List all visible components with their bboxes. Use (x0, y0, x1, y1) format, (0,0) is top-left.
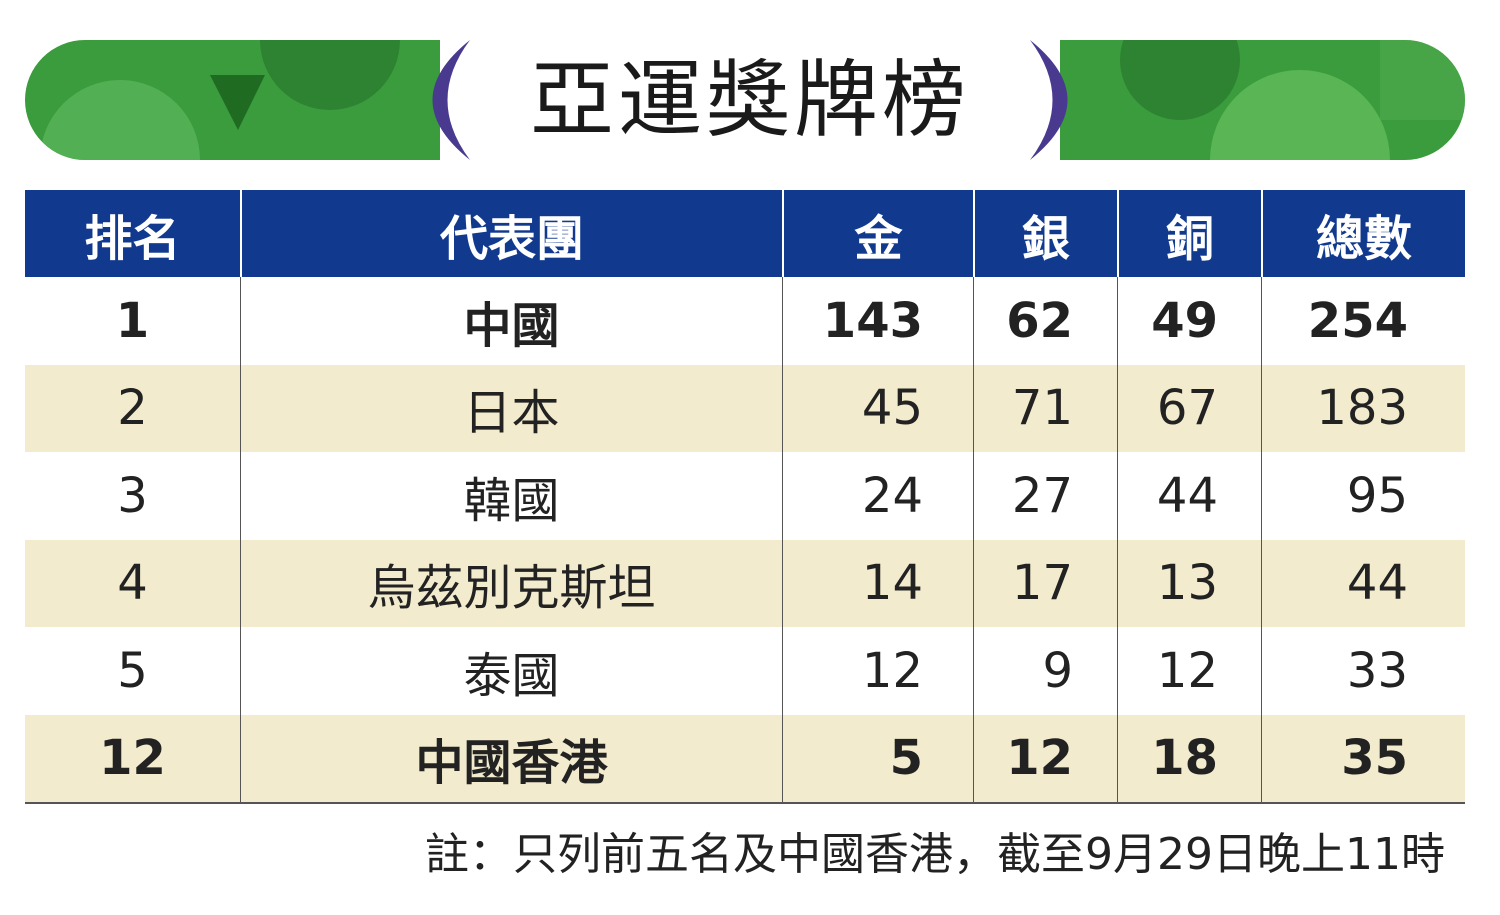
column-header: 代表團 (240, 190, 782, 277)
team: 韓國 (240, 452, 782, 540)
gold: 5 (782, 714, 973, 802)
gold: 24 (782, 452, 973, 540)
gold: 45 (782, 364, 973, 452)
rank: 3 (117, 467, 148, 524)
bronze: 12 (1117, 627, 1261, 715)
bronze: 13 (1117, 539, 1261, 627)
total: 183 (1261, 364, 1465, 452)
column-header: 排名 (25, 190, 240, 277)
banner (25, 36, 1465, 164)
team: 日本 (240, 364, 782, 452)
row-background (25, 714, 1465, 802)
rank: 12 (99, 730, 166, 787)
column-header: 金 (782, 190, 973, 277)
row-background (25, 539, 1465, 627)
team: 中國香港 (240, 714, 782, 802)
rank: 1 (115, 292, 150, 349)
row-background (25, 364, 1465, 452)
bronze: 49 (1117, 277, 1261, 365)
column-header: 總數 (1261, 190, 1465, 277)
bronze: 44 (1117, 452, 1261, 540)
silver: 12 (973, 714, 1117, 802)
bronze: 18 (1117, 714, 1261, 802)
silver: 71 (973, 364, 1117, 452)
rank: 2 (117, 380, 148, 437)
bronze: 67 (1117, 364, 1261, 452)
rank: 5 (117, 642, 148, 699)
table-bottom-rule (25, 802, 1465, 804)
row-background (25, 452, 1465, 540)
team: 中國 (240, 277, 782, 365)
team: 烏茲別克斯坦 (240, 539, 782, 627)
gold: 14 (782, 539, 973, 627)
row-background (25, 277, 1465, 365)
gold: 143 (782, 277, 973, 365)
column-header: 銅 (1117, 190, 1261, 277)
row-background (25, 627, 1465, 715)
total: 35 (1261, 714, 1465, 802)
silver: 17 (973, 539, 1117, 627)
column-header: 銀 (973, 190, 1117, 277)
total: 33 (1261, 627, 1465, 715)
silver: 9 (973, 627, 1117, 715)
gold: 12 (782, 627, 973, 715)
total: 95 (1261, 452, 1465, 540)
silver: 62 (973, 277, 1117, 365)
rank: 4 (117, 555, 148, 612)
team: 泰國 (240, 627, 782, 715)
total: 254 (1261, 277, 1465, 365)
silver: 27 (973, 452, 1117, 540)
footnote: 註：只列前五名及中國香港，截至9月29日晚上11時 (425, 829, 1445, 880)
total: 44 (1261, 539, 1465, 627)
title: 亞運獎牌榜 (529, 51, 970, 149)
